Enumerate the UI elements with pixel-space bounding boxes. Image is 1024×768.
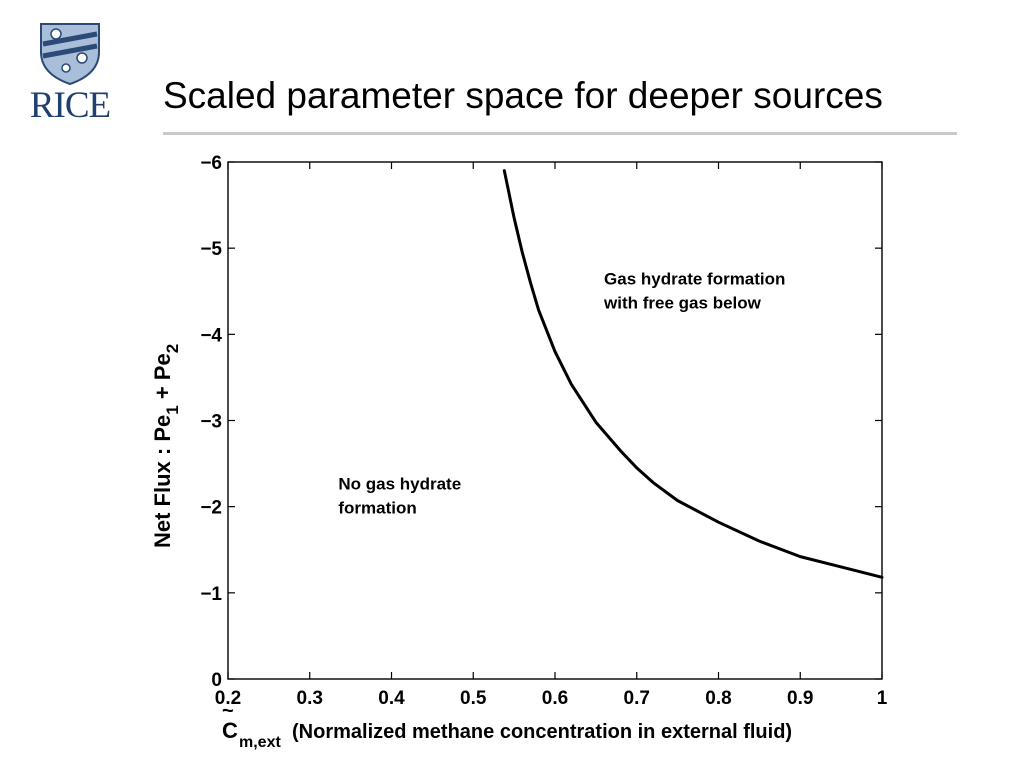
y-axis-label-subscript: 2 [163,344,182,353]
x-axis-label-symbol: C [222,718,238,743]
x-tick-label: 0.5 [460,688,487,709]
x-tick-label: 0.8 [705,688,731,709]
x-tick-label: 0.3 [297,688,323,709]
title-divider [163,132,957,135]
x-axis-label-tilde: ~ [222,700,234,722]
series-line [502,169,884,579]
y-tick-label: −3 [200,412,222,433]
slide-title: Scaled parameter space for deeper source… [163,75,883,116]
rice-logo-text: RICE [29,85,111,126]
y-tick-label: 0 [211,670,222,691]
annotation-line: Gas hydrate formation [604,269,785,288]
plot-area-frame [227,161,883,680]
x-axis-label-subscript: m,ext [239,734,281,751]
y-tick-label: −5 [200,239,222,260]
x-tick-label: 0.2 [215,688,241,709]
x-tick-label: 0.6 [542,688,568,709]
x-tick-label: 0.9 [787,688,813,709]
y-axis-label-text: + Pe [150,353,175,405]
annotation-line: formation [338,498,416,517]
y-tick-label: −4 [200,325,222,346]
annotation: No gas hydrate formation [338,474,461,517]
annotation-line: with free gas below [603,293,762,312]
y-tick-label: −1 [200,584,222,605]
annotation-line: No gas hydrate [338,474,461,493]
x-tick-label: 0.4 [378,688,405,709]
annotation: Gas hydrate formation with free gas below [603,269,785,312]
y-axis-label: Net Flux : Pe1 + Pe2 [150,344,182,548]
y-axis-label-text: Net Flux : Pe [150,415,175,548]
y-tick-label: −2 [200,498,222,519]
y-axis-label-subscript: 1 [163,405,182,414]
x-axis-label: ~C m,ext (Normalized methane concentratio… [222,700,792,751]
rice-logo: RICE [22,22,118,126]
rice-shield-icon [40,23,100,86]
x-tick-label: 0.7 [624,688,650,709]
x-tick-label: 1 [877,688,888,709]
x-axis-label-text: (Normalized methane concentration in ext… [292,721,792,743]
y-tick-label: −6 [200,153,222,174]
